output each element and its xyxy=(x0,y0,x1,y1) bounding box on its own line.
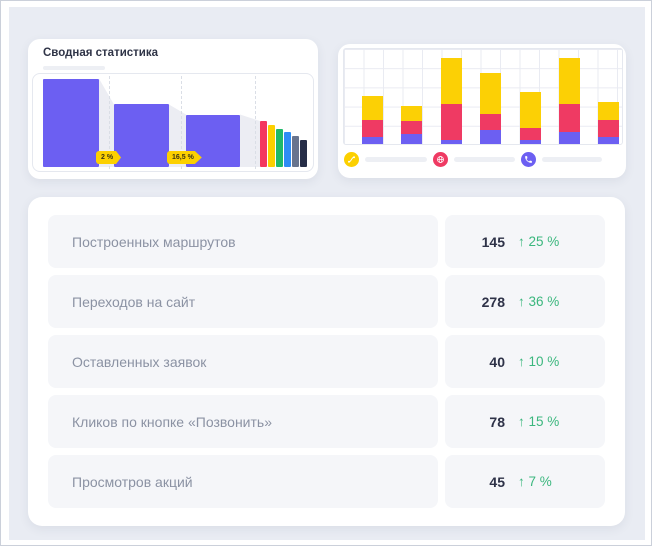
funnel-mini-bar xyxy=(292,135,299,167)
stat-label: Построенных маршрутов xyxy=(72,233,236,250)
stacked-bar-segment xyxy=(559,57,580,105)
stacked-bar-segment xyxy=(401,106,423,122)
stacked-bar-segment xyxy=(480,113,502,130)
stacked-bar-segment xyxy=(519,140,541,144)
phone-icon xyxy=(521,151,536,167)
title-underline-placeholder xyxy=(43,66,105,70)
legend-label-placeholder xyxy=(454,156,515,162)
stacked-bar xyxy=(440,57,462,144)
stacked-bar-chart xyxy=(343,48,623,145)
chart-legend xyxy=(344,151,620,167)
stat-value-cell: 145 ↑ 25 % xyxy=(445,215,605,268)
stat-value: 278 xyxy=(481,293,505,310)
stat-delta: ↑ 15 % xyxy=(518,414,560,429)
conversion-badge: 16,5 % xyxy=(167,151,202,164)
funnel-mini-bar xyxy=(284,132,291,167)
stacked-bar-segment xyxy=(401,133,423,144)
stacked-bar-segment xyxy=(440,57,462,105)
table-row: Построенных маршрутов 145 ↑ 25 % xyxy=(48,215,605,268)
stacked-bar xyxy=(519,91,541,144)
stacked-bar-segment xyxy=(519,127,541,141)
stat-delta: ↑ 25 % xyxy=(518,234,560,249)
funnel-bar xyxy=(114,104,169,167)
funnel-bar xyxy=(43,78,99,167)
cell-divider xyxy=(438,395,445,448)
stacked-bar-segment xyxy=(480,72,502,114)
stacked-bar-segment xyxy=(559,131,580,144)
stat-label-cell: Просмотров акций xyxy=(48,455,438,508)
stacked-bar-segment xyxy=(362,95,383,121)
stat-value-cell: 40 ↑ 10 % xyxy=(445,335,605,388)
stat-delta: ↑ 10 % xyxy=(518,354,560,369)
dashboard-background: Сводная статистика 2 % 16,5 % Построенных… xyxy=(9,7,645,540)
stacked-bar-chart-card xyxy=(338,44,626,178)
stat-label: Просмотров акций xyxy=(72,473,193,490)
stacked-bar-segment xyxy=(362,120,383,138)
stacked-bar-segment xyxy=(440,140,462,144)
stat-label-cell: Переходов на сайт xyxy=(48,275,438,328)
stat-label-cell: Кликов по кнопке «Позвонить» xyxy=(48,395,438,448)
legend-label-placeholder xyxy=(542,156,602,162)
stacked-bar-segment xyxy=(519,91,541,128)
stat-delta: ↑ 7 % xyxy=(518,474,552,489)
stat-label-cell: Оставленных заявок xyxy=(48,335,438,388)
stacked-bar xyxy=(598,102,620,144)
stacked-bar-segment xyxy=(598,120,620,138)
route-icon xyxy=(344,151,359,167)
table-row: Оставленных заявок 40 ↑ 10 % xyxy=(48,335,605,388)
funnel-mini-bar xyxy=(260,121,267,167)
stat-value-cell: 45 ↑ 7 % xyxy=(445,455,605,508)
funnel-chart: 2 % 16,5 % xyxy=(32,73,314,172)
stacked-bar-segment xyxy=(598,137,620,144)
table-row: Просмотров акций 45 ↑ 7 % xyxy=(48,455,605,508)
conversion-badge: 2 % xyxy=(96,151,122,164)
stacked-bar-segment xyxy=(362,137,383,144)
stat-value-cell: 278 ↑ 36 % xyxy=(445,275,605,328)
funnel-mini-bar xyxy=(276,129,283,167)
stacked-bar-segment xyxy=(598,102,620,121)
stat-label: Переходов на сайт xyxy=(72,293,196,310)
stat-label: Оставленных заявок xyxy=(72,353,207,370)
stats-table: Построенных маршрутов 145 ↑ 25 % Переходов … xyxy=(48,215,605,515)
cell-divider xyxy=(438,215,445,268)
stat-label: Кликов по кнопке «Позвонить» xyxy=(72,413,272,430)
stat-value: 145 xyxy=(481,233,505,250)
stats-table-card: Построенных маршрутов 145 ↑ 25 % Переходов … xyxy=(28,197,625,526)
stat-delta: ↑ 36 % xyxy=(518,294,560,309)
table-row: Кликов по кнопке «Позвонить» 78 ↑ 15 % xyxy=(48,395,605,448)
cell-divider xyxy=(438,275,445,328)
stacked-bar xyxy=(362,95,383,144)
stat-value-cell: 78 ↑ 15 % xyxy=(445,395,605,448)
stat-label-cell: Построенных маршрутов xyxy=(48,215,438,268)
legend-item xyxy=(433,151,515,167)
funnel-mini-bar xyxy=(300,140,307,167)
summary-statistics-card: Сводная статистика 2 % 16,5 % xyxy=(28,39,318,179)
cell-divider xyxy=(438,455,445,508)
stat-value: 78 xyxy=(489,413,505,430)
legend-item xyxy=(344,151,427,167)
stacked-bar-segment xyxy=(559,104,580,132)
legend-item xyxy=(521,151,602,167)
summary-card-title: Сводная статистика xyxy=(43,47,159,59)
stacked-bar xyxy=(559,57,580,144)
stacked-bar-segment xyxy=(401,121,423,134)
cell-divider xyxy=(438,335,445,388)
stat-value: 45 xyxy=(489,473,505,490)
stat-value: 40 xyxy=(489,353,505,370)
stacked-bar-segment xyxy=(440,104,462,141)
table-row: Переходов на сайт 278 ↑ 36 % xyxy=(48,275,605,328)
legend-label-placeholder xyxy=(365,156,427,162)
globe-icon xyxy=(433,151,448,167)
funnel-step-separator xyxy=(109,76,110,169)
funnel-step-separator xyxy=(255,76,256,169)
funnel-step-separator xyxy=(181,76,182,169)
funnel-mini-bar xyxy=(268,124,275,167)
stacked-bar xyxy=(401,106,423,144)
stacked-bar xyxy=(480,72,502,144)
stacked-bar-segment xyxy=(480,129,502,144)
